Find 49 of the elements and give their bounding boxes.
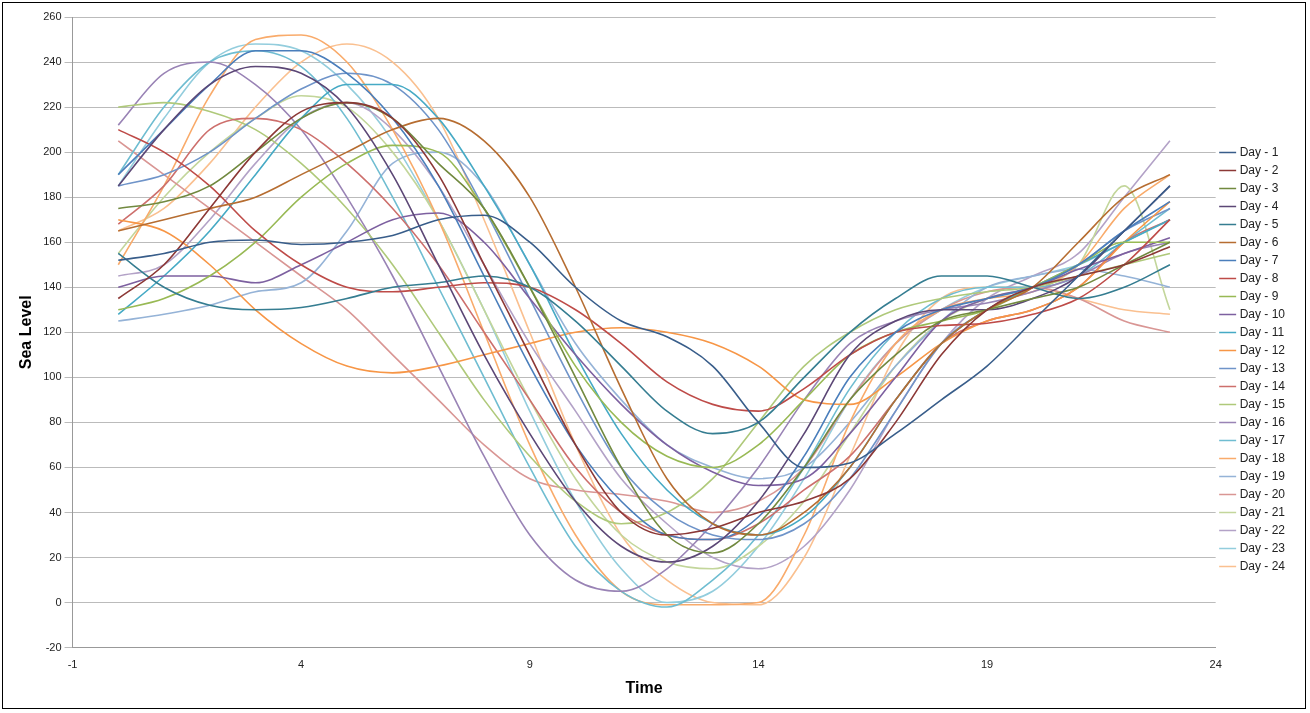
y-tick-label: 180 (43, 190, 62, 203)
legend-label: Day - 17 (1239, 432, 1286, 447)
legend-label: Day - 1 (1239, 144, 1279, 159)
y-tick-label: 80 (49, 415, 62, 428)
legend-label: Day - 11 (1239, 324, 1285, 339)
x-tick-label: 9 (526, 658, 533, 671)
y-tick-label: 140 (43, 280, 62, 293)
legend-label: Day - 9 (1239, 288, 1279, 303)
legend-label: Day - 14 (1239, 378, 1286, 393)
x-tick-label: 14 (752, 658, 765, 671)
legend-label: Day - 24 (1239, 558, 1286, 573)
x-tick-label: 24 (1209, 658, 1222, 671)
y-tick-label: 0 (55, 595, 62, 608)
x-tick-label: 4 (298, 658, 305, 671)
legend-label: Day - 15 (1239, 396, 1286, 411)
legend-label: Day - 7 (1239, 252, 1279, 267)
legend-label: Day - 16 (1239, 414, 1286, 429)
x-tick-label: 19 (980, 658, 994, 671)
legend-label: Day - 23 (1239, 540, 1286, 555)
legend-label: Day - 2 (1239, 162, 1279, 177)
legend-label: Day - 4 (1239, 198, 1279, 213)
y-tick-label: 240 (43, 55, 62, 68)
y-tick-label: 220 (43, 100, 62, 113)
x-tick-label: -1 (67, 658, 78, 671)
legend-label: Day - 12 (1239, 342, 1286, 357)
legend-label: Day - 13 (1239, 360, 1286, 375)
y-tick-label: 160 (43, 235, 62, 248)
y-tick-label: 20 (49, 550, 62, 563)
legend-label: Day - 19 (1239, 468, 1286, 483)
y-tick-label: 60 (49, 460, 62, 473)
x-axis-title: Time (625, 678, 663, 696)
y-tick-label: 40 (49, 505, 62, 518)
legend-label: Day - 21 (1239, 504, 1286, 519)
line-series (117, 128, 1171, 412)
legend-label: Day - 18 (1239, 450, 1286, 465)
y-tick-label: 100 (43, 370, 62, 383)
legend-label: Day - 5 (1239, 216, 1279, 231)
y-tick-label: -20 (45, 640, 62, 653)
legend-label: Day - 3 (1239, 180, 1279, 195)
legend-label: Day - 8 (1239, 270, 1279, 285)
legend-label: Day - 22 (1239, 522, 1286, 537)
line-series (117, 252, 1171, 435)
y-tick-label: 120 (43, 325, 62, 338)
legend-label: Day - 6 (1239, 234, 1279, 249)
y-tick-label: 260 (43, 10, 62, 23)
legend-label: Day - 20 (1239, 486, 1286, 501)
legend-label: Day - 10 (1239, 306, 1286, 321)
y-axis-title: Sea Level (17, 295, 35, 370)
y-tick-label: 200 (43, 145, 62, 158)
